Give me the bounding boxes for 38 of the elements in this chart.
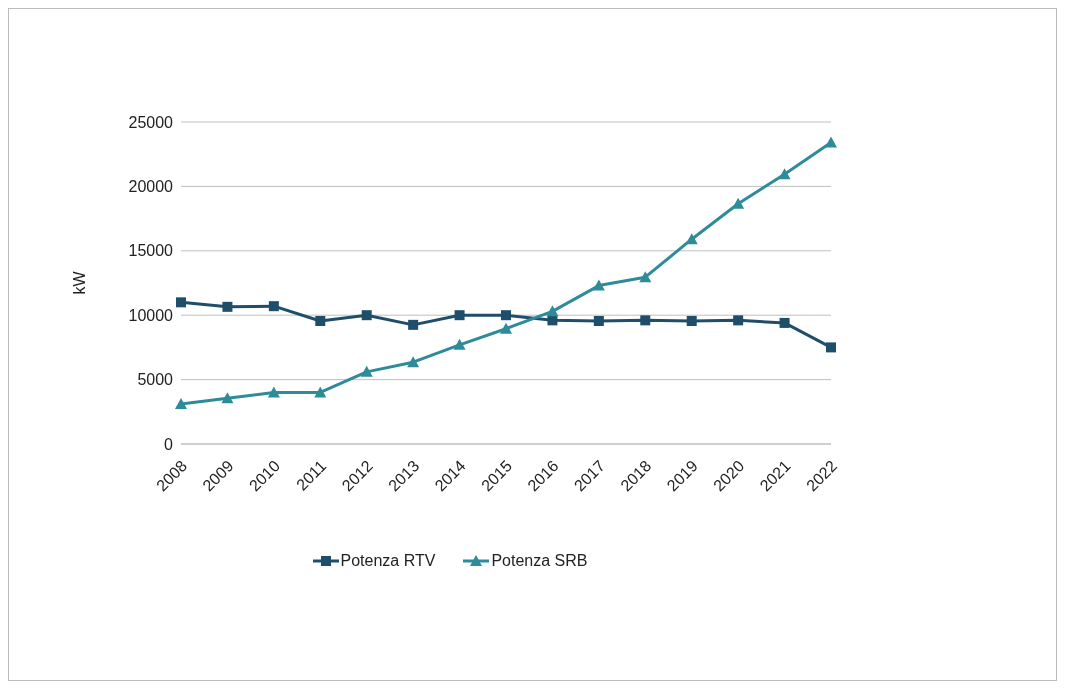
point: [453, 338, 466, 350]
point: [546, 305, 559, 317]
point: [640, 315, 651, 326]
point: [175, 398, 187, 410]
point: [222, 301, 233, 312]
y-tick-label: 0: [164, 435, 174, 453]
point: [547, 315, 558, 326]
y-tick-label: 25000: [128, 113, 174, 131]
y-tick-label: 15000: [128, 242, 174, 260]
point: [221, 392, 234, 404]
y-axis-title: kW: [70, 270, 88, 295]
point: [361, 310, 372, 321]
point: [826, 342, 836, 353]
legend-label: Potenza SRB: [490, 552, 588, 570]
point: [825, 136, 837, 148]
point: [360, 365, 373, 377]
point: [733, 315, 744, 326]
point: [314, 386, 327, 398]
point: [268, 301, 279, 312]
point: [315, 316, 326, 326]
point: [686, 316, 697, 326]
point: [778, 168, 791, 180]
y-tick-label: 10000: [128, 306, 174, 324]
point: [267, 386, 280, 398]
point: [500, 322, 512, 334]
point: [592, 279, 605, 291]
point: [593, 316, 604, 326]
point: [407, 356, 420, 368]
legend-label: Potenza RTV: [339, 552, 436, 570]
point: [454, 310, 465, 321]
point: [639, 271, 652, 283]
y-tick-label: 20000: [128, 178, 174, 196]
point: [501, 310, 511, 321]
point: [408, 319, 419, 330]
point: [732, 197, 745, 209]
point: [176, 297, 186, 308]
y-tick-label: 5000: [137, 371, 174, 389]
point: [779, 317, 790, 328]
